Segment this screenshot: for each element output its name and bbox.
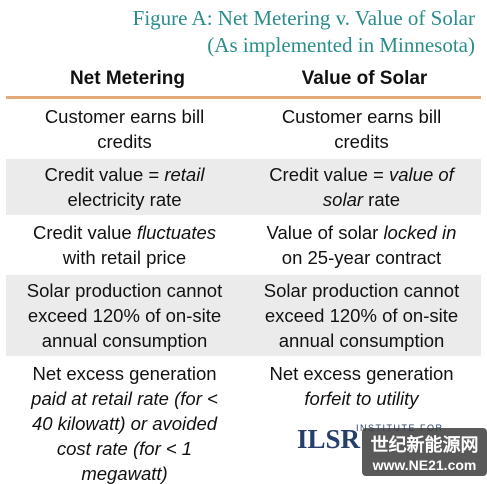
column-header: Net Metering (69, 68, 186, 89)
text-run: 40 kilowatt) or avoided (31, 413, 218, 434)
cell-line: with retail price (6, 245, 243, 270)
watermark: 世纪新能源网 www.NE21.com (362, 428, 487, 476)
text-run: with retail price (62, 247, 187, 268)
text-run: annual consumption (278, 330, 445, 351)
text-run: Solar production cannot (263, 280, 460, 301)
table-row: Credit value = retail electricity rate Cre… (6, 159, 481, 215)
cell-line: Net excess generation (6, 361, 243, 386)
text-run: solar (322, 189, 364, 210)
watermark-name: 世纪新能源网 (370, 435, 479, 455)
cell-line: exceed 120% of on-site (6, 303, 243, 328)
table-cell: Customer earns bill credits (243, 104, 480, 154)
cell-line: paid at retail rate (for < (6, 386, 243, 411)
text-run: exceed 120% of on-site (264, 305, 459, 326)
cell-line: exceed 120% of on-site (243, 303, 480, 328)
cell-line: Credit value fluctuates (6, 220, 243, 245)
logo: ILSR (297, 424, 361, 454)
table-row: Customer earns bill credits Customer earns… (6, 101, 481, 157)
cell-line: forfeit to utility (243, 386, 480, 411)
cell-line: Solar production cannot (243, 278, 480, 303)
cell-line: Customer earns bill (243, 104, 480, 129)
cell-line: megawatt) (6, 461, 243, 484)
table-row: Net excess generation paid at retail rate… (6, 358, 481, 484)
table-cell: Credit value = retail electricity rate (6, 162, 243, 212)
text-run: electricity rate (67, 189, 182, 210)
header-rule (6, 96, 481, 99)
cell-line: cost rate (for < 1 (6, 436, 243, 461)
table-row: Solar production cannot exceed 120% of on… (6, 275, 481, 356)
cell-line: Solar production cannot (6, 278, 243, 303)
cell-line: Net excess generation (243, 361, 480, 386)
text-run: Credit value = (44, 164, 165, 185)
cell-line: on 25-year contract (243, 245, 480, 270)
text-run: exceed 120% of on-site (27, 305, 222, 326)
cell-line: Credit value = value of (243, 162, 480, 187)
text-run: megawatt) (81, 463, 168, 484)
table-cell: Solar production cannot exceed 120% of on… (243, 278, 480, 353)
text-run: Customer earns bill (281, 106, 442, 127)
text-run: rate (363, 189, 401, 210)
table-cell: Credit value = value of solar rate (243, 162, 480, 212)
table-cell: Customer earns bill credits (6, 104, 243, 154)
text-run: forfeit to utility (304, 388, 419, 409)
cell-line: solar rate (243, 187, 480, 212)
cell-line: 40 kilowatt) or avoided (6, 411, 243, 436)
cell-line: Credit value = retail (6, 162, 243, 187)
cell-line: annual consumption (6, 328, 243, 353)
text-run: Value of solar (266, 222, 384, 243)
table-cell: Net excess generation forfeit to utility (243, 361, 480, 411)
text-run: Net excess generation (269, 363, 454, 384)
text-run: cost rate (for < 1 (56, 438, 193, 459)
table-cell: Credit value fluctuates with retail price (6, 220, 243, 270)
text-run: fluctuates (136, 222, 217, 243)
column-header: Value of Solar (301, 68, 428, 89)
cell-line: credits (243, 129, 480, 154)
text-run: credits (97, 131, 152, 152)
text-run: locked in (383, 222, 457, 243)
subtitle: (As implemented in Minnesota) (207, 33, 475, 57)
text-run: Solar production cannot (26, 280, 223, 301)
cell-line: credits (6, 129, 243, 154)
cell-line: Customer earns bill (6, 104, 243, 129)
text-run: on 25-year contract (281, 247, 442, 268)
table-cell: Value of solar locked in on 25-year contr… (243, 220, 480, 270)
watermark-url: www.NE21.com (372, 457, 477, 473)
text-run: Customer earns bill (44, 106, 205, 127)
text-run: value of (389, 164, 454, 185)
table-row: Credit value fluctuates with retail price… (6, 217, 481, 273)
text-run: retail (164, 164, 205, 185)
title: Figure A: Net Metering v. Value of Solar (132, 6, 475, 30)
table-cell: Net excess generation paid at retail rate… (6, 361, 243, 484)
text-run: Credit value = (269, 164, 389, 185)
cell-line: electricity rate (6, 187, 243, 212)
table-cell: Solar production cannot exceed 120% of on… (6, 278, 243, 353)
text-run: credits (334, 131, 389, 152)
text-run: Credit value (32, 222, 137, 243)
cell-line: annual consumption (243, 328, 480, 353)
text-run: Net excess generation (32, 363, 217, 384)
cell-line: Value of solar locked in (243, 220, 480, 245)
text-run: paid at retail rate (for < (31, 388, 218, 409)
text-run: annual consumption (41, 330, 208, 351)
